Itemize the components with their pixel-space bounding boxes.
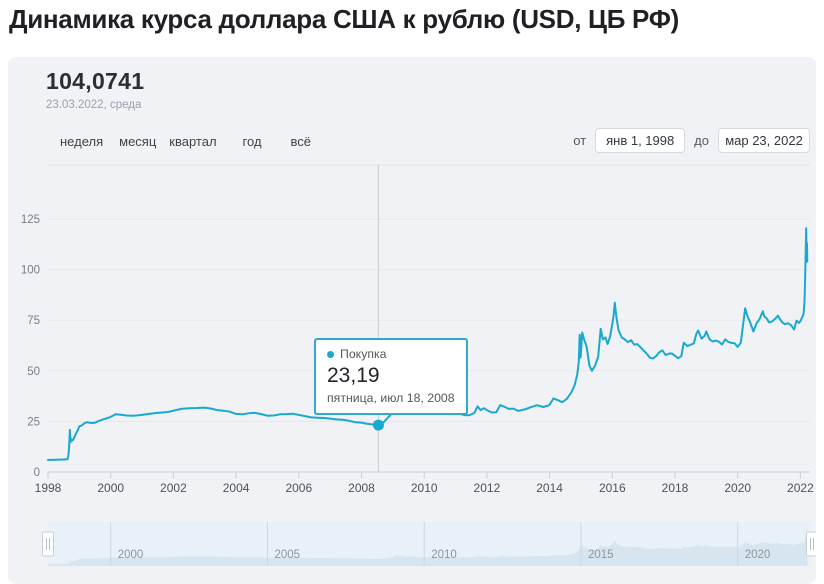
x-axis-label: 2006 (285, 481, 312, 495)
current-rate-value: 104,0741 (46, 68, 145, 94)
date-from-label: от (573, 133, 587, 148)
period-tab-year[interactable]: год (242, 134, 262, 149)
navigator-year-label: 2010 (431, 549, 457, 561)
period-tab-week[interactable]: неделя (60, 134, 104, 149)
x-axis-label: 2002 (160, 481, 187, 495)
page-title: Динамика курса доллара США к рублю (USD,… (9, 4, 680, 34)
y-axis-label: 75 (27, 315, 40, 327)
x-axis-label: 2014 (536, 481, 563, 495)
period-tabs: неделя месяц квартал год всё (60, 134, 311, 149)
x-axis-label: 2022 (787, 481, 814, 495)
navigator-year-label: 2000 (118, 549, 144, 561)
period-tab-quarter[interactable]: квартал (169, 134, 217, 149)
chart-tooltip: Покупка 23,19 пятница, июл 18, 2008 (314, 338, 468, 415)
tooltip-value: 23,19 (327, 364, 380, 387)
current-rate-date: 23.03.2022, среда (46, 99, 142, 111)
navigator-year-label: 2015 (588, 549, 614, 561)
x-axis-label: 2004 (223, 481, 250, 495)
x-axis-label: 2018 (662, 481, 689, 495)
main-chart[interactable]: 0 25 50 75 100 125 1998 2000 2002 2004 2006 2008 201… (8, 57, 816, 584)
navigator-handle-right[interactable] (806, 531, 817, 557)
date-range-controls: от до (573, 128, 810, 153)
navigator-area (48, 529, 808, 566)
x-axis-label: 1998 (35, 481, 62, 495)
y-axis-label: 50 (27, 366, 40, 378)
navigator-handle-left[interactable] (42, 531, 54, 557)
date-to-input[interactable] (718, 128, 810, 153)
x-axis-label: 2008 (348, 481, 375, 495)
tooltip-series-label: Покупка (340, 347, 387, 361)
price-line[interactable] (47, 227, 809, 461)
navigator-year-label: 2005 (274, 549, 300, 561)
x-axis-label: 2000 (97, 481, 124, 495)
tooltip-series-row: Покупка (327, 347, 455, 361)
series-dot-icon (327, 350, 334, 358)
date-from-input[interactable] (595, 128, 686, 153)
y-axis-label: 0 (34, 467, 40, 479)
navigator-year-label: 2020 (745, 549, 771, 561)
chart-panel: 104,0741 23.03.2022, среда неделя месяц … (8, 57, 816, 584)
y-axis-label: 125 (21, 214, 40, 226)
y-axis-label: 25 (27, 416, 40, 428)
x-axis-label: 2010 (411, 481, 438, 495)
date-to-label: до (694, 133, 709, 148)
period-tab-all[interactable]: всё (290, 134, 312, 149)
selected-point-marker (372, 419, 384, 431)
period-tab-month[interactable]: месяц (119, 134, 157, 149)
x-axis-label: 2020 (724, 481, 751, 495)
x-axis-label: 2016 (599, 481, 626, 495)
tooltip-date: пятница, июл 18, 2008 (327, 391, 455, 405)
y-axis-label: 100 (21, 265, 40, 277)
x-axis-label: 2012 (474, 481, 501, 495)
